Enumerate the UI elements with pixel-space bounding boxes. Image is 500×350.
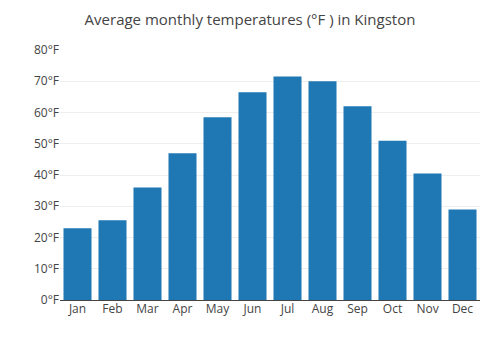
svg-text:Dec: Dec: [452, 300, 473, 317]
svg-text:10°F: 10°F: [34, 260, 59, 277]
svg-text:30°F: 30°F: [34, 197, 59, 214]
svg-text:50°F: 50°F: [34, 135, 59, 152]
svg-text:Sep: Sep: [347, 300, 368, 317]
svg-text:60°F: 60°F: [34, 104, 59, 121]
svg-text:Jul: Jul: [280, 300, 295, 317]
svg-text:80°F: 80°F: [34, 41, 59, 58]
svg-text:40°F: 40°F: [34, 166, 59, 183]
svg-text:Feb: Feb: [102, 300, 122, 317]
svg-text:Aug: Aug: [312, 300, 334, 317]
svg-text:Jun: Jun: [243, 300, 262, 317]
svg-text:May: May: [206, 300, 230, 317]
svg-text:Average monthly temperatures (: Average monthly temperatures (°F ) in Ki…: [85, 9, 416, 29]
svg-text:Nov: Nov: [416, 300, 438, 317]
svg-text:20°F: 20°F: [34, 229, 59, 246]
svg-text:Mar: Mar: [136, 300, 158, 317]
svg-text:0°F: 0°F: [41, 291, 59, 308]
svg-text:Apr: Apr: [173, 300, 193, 317]
svg-text:Oct: Oct: [383, 300, 402, 317]
svg-text:Jan: Jan: [68, 300, 86, 317]
svg-text:70°F: 70°F: [34, 72, 59, 89]
